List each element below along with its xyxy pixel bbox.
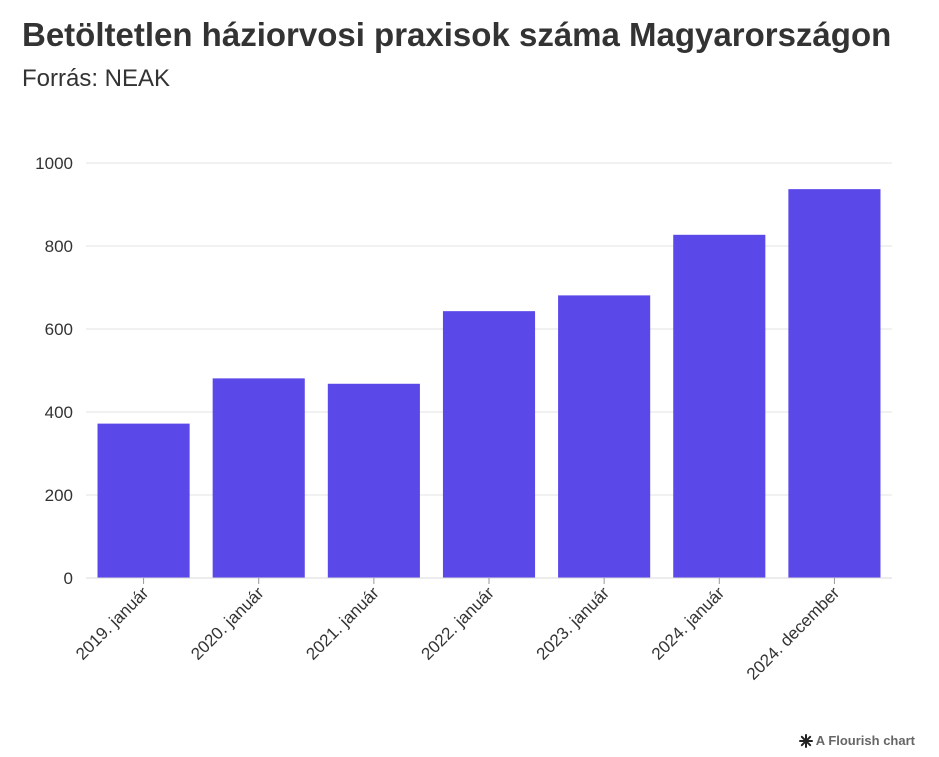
bar [442, 311, 536, 578]
flourish-logo-icon [798, 733, 813, 748]
chart-title: Betöltetlen háziorvosi praxisok száma Ma… [22, 16, 892, 53]
y-tick-label: 1000 [35, 154, 73, 173]
y-tick-label: 800 [45, 237, 73, 256]
x-tick-label: 2023. január [533, 583, 614, 664]
y-tick-label: 600 [45, 320, 73, 339]
bar [212, 378, 305, 578]
x-tick-label: 2021. január [302, 583, 383, 664]
bar [788, 189, 881, 578]
y-tick-label: 0 [64, 569, 73, 588]
bar [558, 295, 651, 578]
flourish-credit-link[interactable]: A Flourish chart [798, 733, 915, 748]
bars [97, 189, 881, 579]
y-tick-label: 200 [45, 486, 73, 505]
chart-header: Betöltetlen háziorvosi praxisok száma Ma… [22, 14, 902, 94]
bar [673, 234, 766, 579]
x-tick-label: 2024. december [743, 583, 844, 684]
flourish-credit-text: A Flourish chart [815, 733, 915, 748]
x-tick-label: 2024. január [648, 583, 729, 664]
chart-subtitle: Forrás: NEAK [22, 65, 171, 92]
bar [327, 383, 420, 578]
x-tick-label: 2020. január [187, 583, 268, 664]
bar [97, 423, 190, 578]
x-tick-label: 2022. január [418, 583, 499, 664]
x-tick-label: 2019. január [72, 583, 153, 664]
y-tick-label: 400 [45, 403, 73, 422]
